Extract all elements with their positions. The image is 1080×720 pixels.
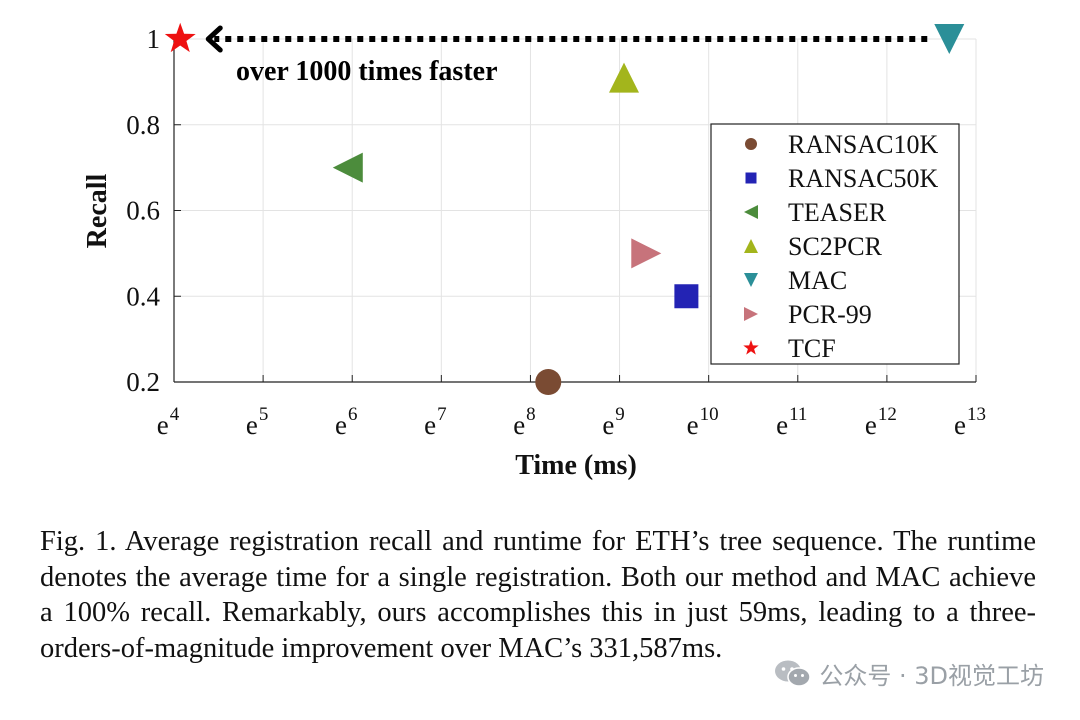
x-tick-label: e5 [246,404,268,440]
x-tick-label: e6 [335,404,357,440]
watermark: 公众号 · 3D视觉工坊 [773,656,1044,691]
watermark-text: 公众号 · 3D视觉工坊 [819,662,1044,690]
point-teaser [332,152,363,183]
legend-label-sc2pcr: SC2PCR [788,232,883,261]
y-tick-label: 0.4 [126,281,160,311]
y-axis-label: Recall [82,173,113,248]
legend-marker-sc2pcr [744,239,758,253]
point-ransac50k [674,284,699,309]
data-points [164,22,965,395]
x-tick-label: e10 [687,404,719,440]
wechat-icon [775,660,812,687]
x-tick-label: e13 [954,404,986,440]
point-tcf [164,22,196,53]
axes [173,38,977,383]
y-tick-label: 0.8 [126,110,160,140]
y-tick-labels: 0.2 0.4 0.6 0.8 1 [126,24,160,397]
y-tick-label: 0.6 [126,196,160,226]
x-tick-label: e11 [776,404,807,440]
legend-label-ransac10k: RANSAC10K [788,130,938,159]
legend-label-ransac50k: RANSAC50K [788,164,938,193]
arrow-head [205,25,223,53]
x-tick-label: e7 [424,404,446,440]
point-sc2pcr [609,62,640,93]
legend-marker-tcf [743,339,759,355]
legend-label-pcr-99: PCR-99 [788,300,872,329]
legend-marker-ransac50k [745,172,757,184]
annotation-text: over 1000 times faster [236,56,498,87]
scatter-chart: e4 e5 e6 e7 e8 e9 e10 e11 e12 e13 0.2 0.4 0.6 0.8 1 T… [82,22,986,481]
legend-label-tcf: TCF [788,334,836,363]
x-tick-label: e8 [513,404,535,440]
legend-marker-pcr-99 [744,307,758,321]
figure-caption: Fig. 1. Average registration recall and … [40,526,1036,664]
x-tick-labels: e4 e5 e6 e7 e8 e9 e10 e11 e12 e13 [157,404,986,440]
legend-label-mac: MAC [788,266,847,295]
x-tick-label: e9 [602,404,624,440]
point-mac [934,24,965,54]
legend: RANSAC10K RANSAC50K TEASER SC2PCR MAC PCR-99 T… [710,123,960,365]
point-pcr-99 [631,238,662,269]
legend-marker-ransac10k [745,138,757,150]
legend-label-teaser: TEASER [788,198,887,227]
point-ransac10k [535,369,562,395]
x-tick-label: e12 [865,404,897,440]
legend-marker-mac [744,273,758,287]
y-tick-label: 1 [147,24,161,54]
speedup-annotation: over 1000 times faster [205,25,928,87]
x-axis-label: Time (ms) [515,450,637,481]
x-tick-label: e4 [157,404,180,440]
y-tick-label: 0.2 [126,367,160,397]
legend-marker-teaser [744,205,758,219]
